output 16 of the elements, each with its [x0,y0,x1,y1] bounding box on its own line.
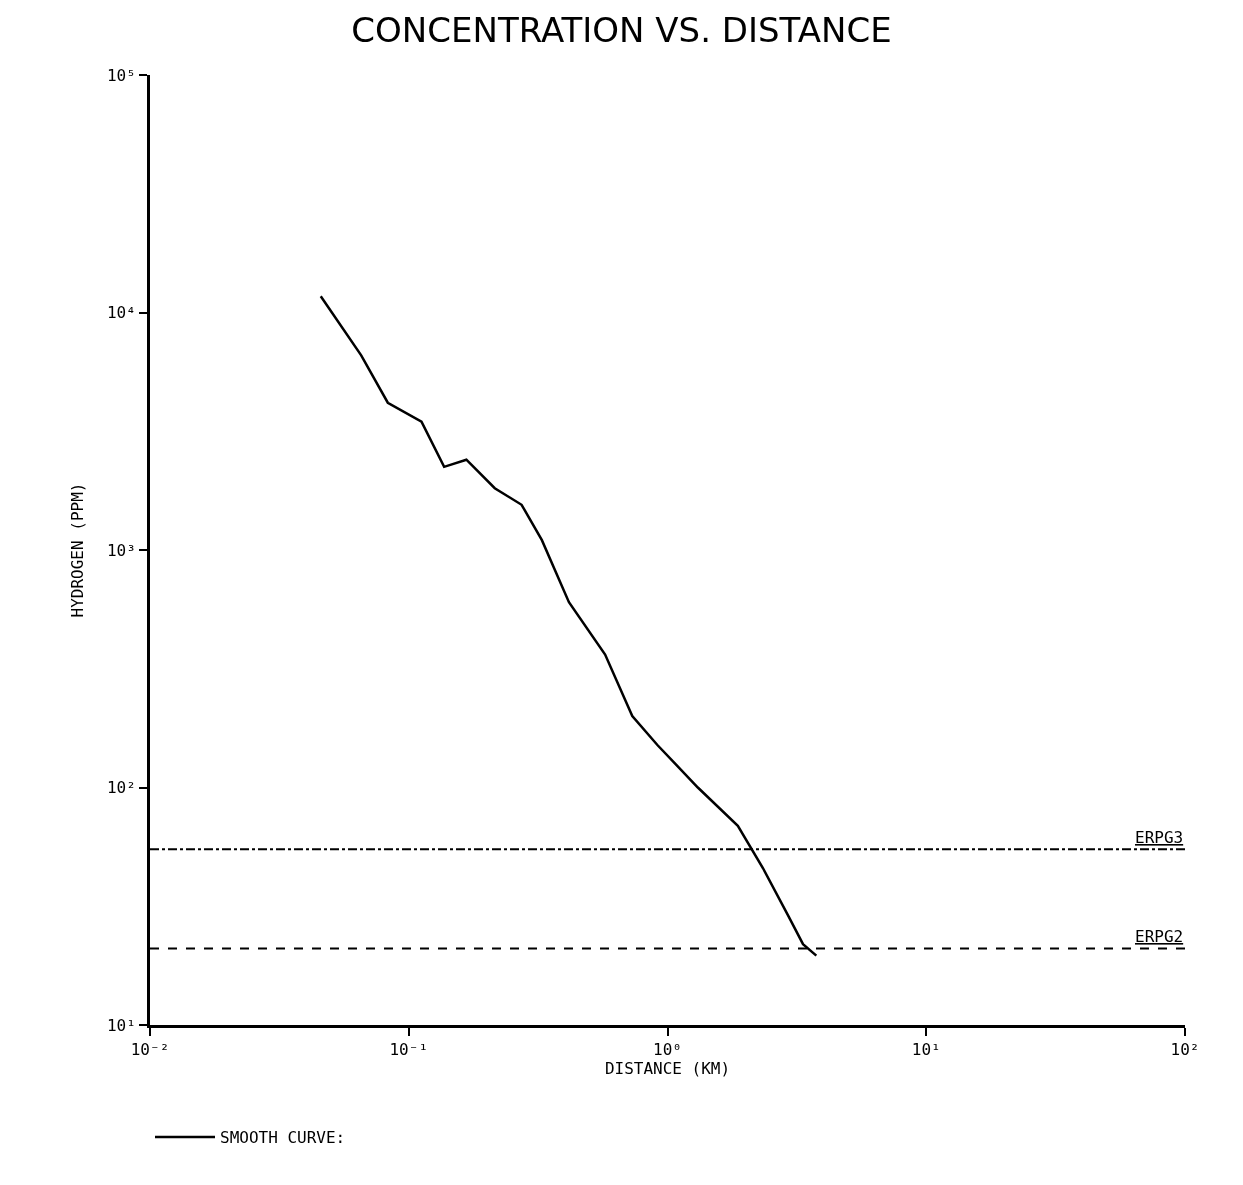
x-tick-label: 10² [1170,1040,1200,1060]
x-tick-label: 10⁰ [653,1040,682,1060]
y-tick-label: 10¹ [106,1015,136,1035]
x-tick-label: 10¹ [911,1040,941,1060]
y-tick-label: 10³ [106,540,136,560]
chart-title: CONCENTRATION VS. DISTANCE [351,9,892,50]
x-tick-label: 10⁻¹ [389,1040,429,1060]
x-tick-label: 10⁻² [130,1040,170,1060]
legend-label: SMOOTH CURVE: [220,1128,346,1148]
y-axis-title: HYDROGEN (PPM) [67,482,87,618]
y-tick-label: 10⁵ [106,65,136,85]
y-tick-label: 10⁴ [106,303,136,323]
ref-line-label: ERPG3 [1135,828,1184,847]
y-tick-label: 10² [106,778,136,798]
ref-line-label: ERPG2 [1135,927,1184,946]
x-axis-title: DISTANCE (KM) [604,1059,731,1079]
